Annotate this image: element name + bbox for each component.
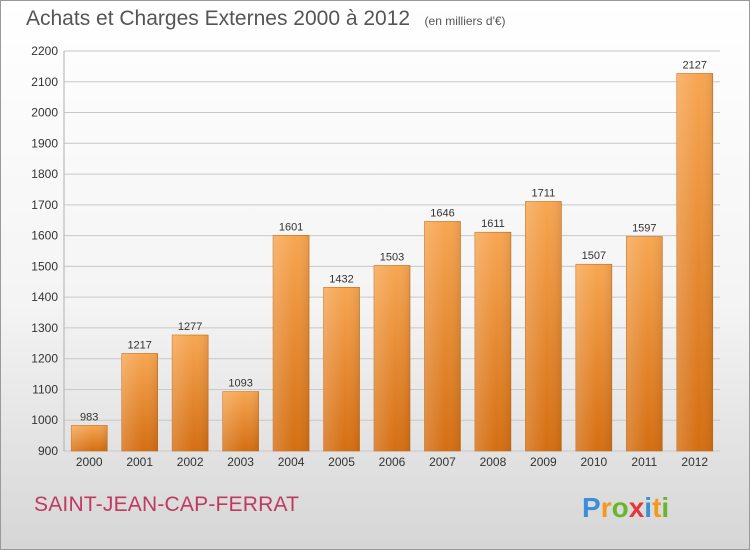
y-tick-label: 1200 <box>31 352 58 366</box>
bar-shine <box>676 73 713 451</box>
y-tick-label: 1700 <box>31 198 58 212</box>
bar-value-label: 1601 <box>279 221 303 233</box>
x-tick-label: 2007 <box>429 455 456 469</box>
labels: 900 1000 1100 1200 1300 1400 1500 1600 1700 1800 1… <box>31 44 708 469</box>
bar-shine <box>474 232 511 451</box>
bar-shine <box>273 235 310 451</box>
bar-shine <box>525 201 562 451</box>
bar-value-label: 1217 <box>127 339 151 351</box>
bar-value-label: 1597 <box>632 223 656 235</box>
y-tick-label: 1300 <box>31 321 58 335</box>
bar-shine <box>71 425 108 451</box>
y-tick-label: 900 <box>38 444 58 458</box>
chart-subtitle: (en milliers d'€) <box>424 14 506 28</box>
y-tick-label: 1600 <box>31 229 58 243</box>
bar-value-label: 1507 <box>582 250 606 262</box>
bar-value-label: 1277 <box>178 321 202 333</box>
y-tick-label: 1900 <box>31 136 58 150</box>
bar-value-label: 1711 <box>532 187 556 199</box>
y-tick-label: 1800 <box>31 167 58 181</box>
y-tick-label: 1000 <box>31 413 58 427</box>
x-tick-label: 2012 <box>681 455 708 469</box>
bar-value-label: 1503 <box>380 251 404 263</box>
x-tick-label: 2003 <box>227 455 254 469</box>
x-tick-label: 2010 <box>580 455 607 469</box>
x-tick-label: 2002 <box>177 455 204 469</box>
chart-title-row: Achats et Charges Externes 2000 à 2012 (… <box>26 7 506 31</box>
y-tick-label: 1400 <box>31 290 58 304</box>
x-tick-label: 2011 <box>631 455 657 469</box>
bar-value-label: 1646 <box>430 207 454 219</box>
proxiti-logo: Proxiti <box>582 492 669 523</box>
x-tick-label: 2005 <box>328 455 355 469</box>
bar-shine <box>374 265 410 451</box>
y-tick-label: 2100 <box>31 75 58 89</box>
bar-value-label: 1611 <box>481 218 505 230</box>
bar-shine <box>575 264 612 451</box>
y-tick-label: 1100 <box>32 382 58 396</box>
bar-shine <box>222 391 259 451</box>
x-tick-label: 2008 <box>480 455 507 469</box>
bar-value-label: 983 <box>80 411 98 423</box>
y-tick-label: 2200 <box>31 44 58 58</box>
x-tick-label: 2006 <box>379 455 406 469</box>
svg-text:Proxiti: Proxiti <box>582 492 669 523</box>
location-name: SAINT-JEAN-CAP-FERRAT <box>34 493 300 516</box>
bar-shine <box>323 287 360 451</box>
x-tick-label: 2000 <box>76 455 103 469</box>
x-tick-label: 2009 <box>530 455 557 469</box>
bar-shine <box>626 236 663 451</box>
y-tick-label: 2000 <box>31 106 58 120</box>
x-tick-label: 2001 <box>126 455 153 469</box>
y-tick-label: 1500 <box>31 259 58 273</box>
x-tick-label: 2004 <box>278 455 305 469</box>
bar-value-label: 1432 <box>329 273 353 285</box>
bar-shine <box>172 335 209 451</box>
chart-title: Achats et Charges Externes 2000 à 2012 <box>26 7 411 30</box>
bar-value-label: 1093 <box>228 378 252 390</box>
bars <box>70 73 714 452</box>
bar-shine <box>424 221 461 451</box>
bar-value-label: 2127 <box>683 59 707 71</box>
bar-shine <box>121 353 158 451</box>
